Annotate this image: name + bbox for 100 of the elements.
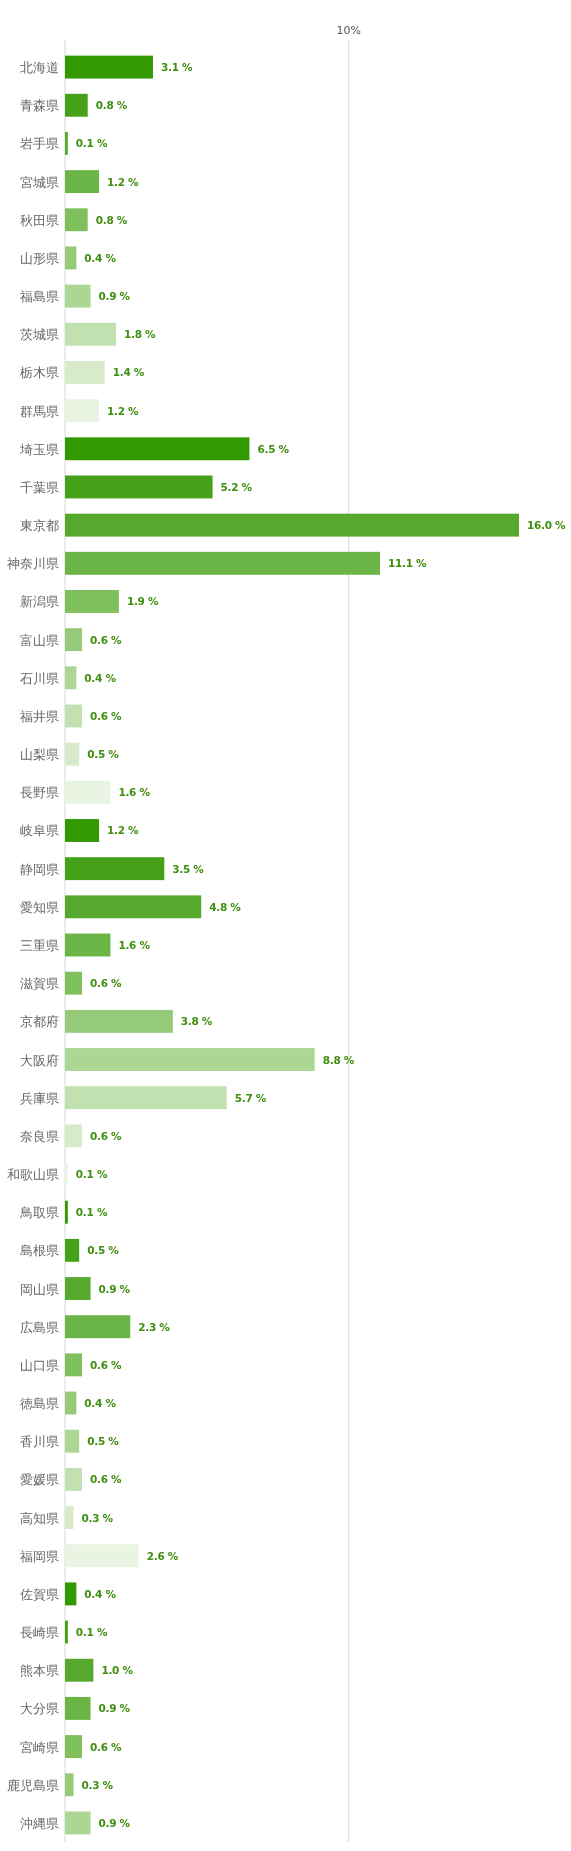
y-tick-label: 岡山県 [20, 1281, 59, 1297]
bar [65, 666, 77, 690]
data-label: 4.8 % [209, 900, 242, 913]
bar [65, 1429, 80, 1453]
bar [65, 819, 100, 842]
data-label: 1.8 % [124, 328, 157, 341]
bar [65, 1238, 80, 1262]
data-label: 0.3 % [81, 1511, 114, 1524]
y-tick-label: 北海道 [20, 60, 59, 76]
y-tick-label: 鳥取県 [19, 1205, 59, 1221]
data-label: 0.6 % [90, 1129, 123, 1142]
data-label: 2.3 % [138, 1320, 171, 1333]
bar [65, 1086, 227, 1110]
data-label: 11.1 % [387, 557, 428, 570]
data-label: 0.5 % [87, 748, 120, 761]
bar [65, 1315, 131, 1339]
y-tick-label: 岐阜県 [20, 823, 59, 839]
data-label: 0.6 % [90, 633, 123, 646]
y-tick-label: 兵庫県 [20, 1090, 59, 1106]
bar [65, 361, 105, 384]
bar [65, 475, 213, 499]
bar [65, 1391, 77, 1415]
y-tick-label: 奈良県 [20, 1128, 59, 1144]
y-tick-label: 青森県 [20, 98, 59, 114]
data-label: 0.6 % [90, 709, 123, 722]
data-label: 6.5 % [257, 442, 290, 455]
bar [65, 1735, 83, 1759]
bar [65, 1124, 83, 1148]
bar [65, 895, 202, 919]
data-label: 1.9 % [126, 595, 159, 608]
data-label: 1.6 % [118, 939, 151, 951]
bar [65, 933, 111, 957]
y-tick-label: 山口県 [20, 1357, 59, 1373]
bar [65, 1544, 139, 1568]
y-tick-label: 長崎県 [20, 1625, 59, 1641]
data-label: 5.7 % [234, 1091, 267, 1104]
data-label: 0.1 % [75, 1206, 108, 1219]
y-tick-label: 石川県 [20, 670, 59, 686]
bar [65, 551, 380, 575]
data-label: 0.8 % [95, 99, 128, 112]
y-tick-label: 福島県 [20, 289, 59, 305]
y-tick-label: 大分県 [20, 1701, 59, 1717]
bar [65, 246, 77, 270]
y-tick-label: 徳島県 [20, 1396, 59, 1412]
data-label: 1.2 % [107, 824, 140, 837]
bar [65, 93, 88, 117]
data-label: 0.6 % [90, 1473, 123, 1486]
bar [65, 131, 68, 155]
data-label: 0.4 % [84, 1587, 117, 1600]
data-label: 0.8 % [95, 213, 128, 226]
y-tick-label: 宮崎県 [20, 1739, 59, 1755]
bar [65, 322, 117, 346]
y-tick-label: 長野県 [20, 785, 59, 801]
bar [65, 1696, 91, 1720]
data-label: 0.6 % [90, 1358, 123, 1371]
data-label: 2.6 % [146, 1549, 179, 1562]
y-tick-label: 福井県 [20, 708, 59, 724]
bar [65, 1048, 315, 1071]
data-label: 0.6 % [90, 1740, 123, 1753]
y-tick-label: 東京都 [20, 518, 59, 534]
bar [65, 1773, 74, 1797]
data-label: 0.1 % [75, 1168, 108, 1181]
data-label: 8.8 % [322, 1053, 355, 1066]
y-tick-label: 大阪府 [20, 1052, 59, 1068]
y-tick-label: 京都府 [20, 1014, 59, 1030]
data-label: 0.1 % [75, 137, 108, 150]
data-label: 3.1 % [160, 61, 194, 74]
data-label: 0.4 % [84, 671, 117, 684]
y-tick-label: 栃木県 [20, 365, 59, 381]
data-label: 0.9 % [98, 290, 131, 303]
y-tick-label: 山梨県 [20, 747, 59, 763]
y-tick-label: 沖縄県 [20, 1815, 59, 1831]
y-tick-label: 茨城県 [20, 327, 59, 343]
bar [65, 513, 519, 537]
bar [65, 857, 165, 881]
y-tick-label: 鹿児島県 [7, 1777, 59, 1793]
bar [65, 399, 100, 423]
bar [65, 208, 88, 232]
bar [65, 1353, 83, 1377]
data-label: 0.1 % [75, 1626, 108, 1639]
y-tick-label: 神奈川県 [7, 556, 59, 572]
y-tick-label: 秋田県 [20, 212, 59, 228]
y-tick-label: 新潟県 [20, 594, 59, 610]
data-label: 1.0 % [101, 1664, 134, 1677]
y-tick-label: 広島県 [20, 1319, 59, 1335]
data-label: 16.0 % [527, 519, 567, 532]
bar [65, 742, 80, 766]
data-label: 0.9 % [98, 1816, 131, 1829]
bar [65, 1200, 68, 1224]
data-label: 0.4 % [84, 1397, 117, 1410]
y-tick-label: 富山県 [20, 632, 59, 648]
y-tick-label: 福岡県 [20, 1548, 59, 1564]
bar [65, 1811, 91, 1835]
y-tick-label: 高知県 [20, 1510, 59, 1526]
data-label: 1.2 % [107, 404, 140, 417]
data-label: 0.3 % [81, 1778, 114, 1791]
data-label: 0.6 % [90, 977, 123, 990]
y-tick-label: 山形県 [20, 250, 59, 266]
bar [65, 628, 83, 652]
data-label: 1.4 % [112, 366, 145, 379]
